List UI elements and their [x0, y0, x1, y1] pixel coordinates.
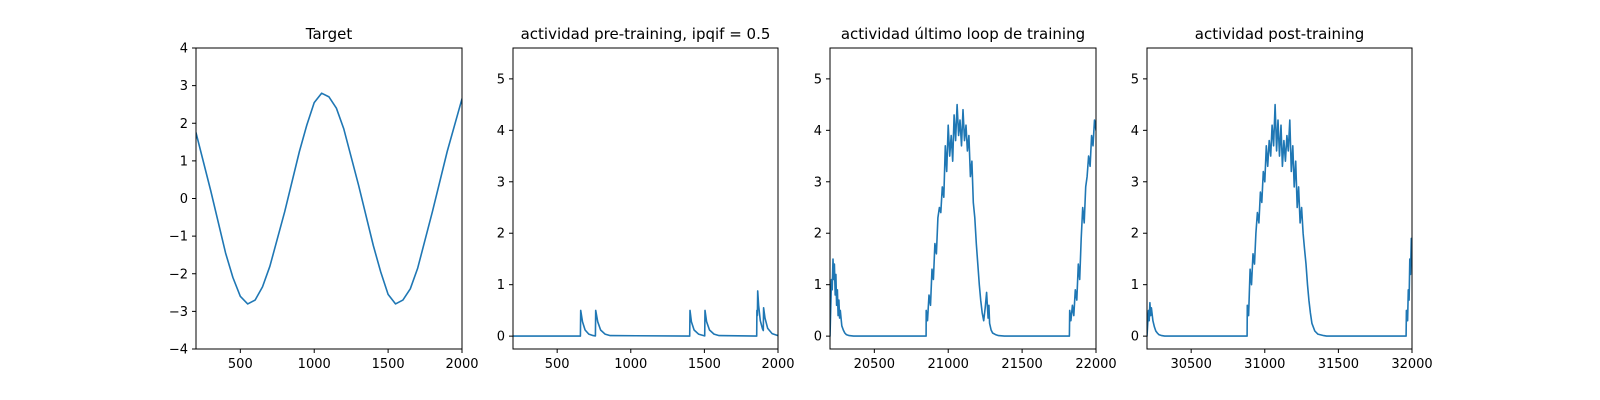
- x-tick-label: 1500: [688, 357, 721, 372]
- y-tick-label: 1: [814, 278, 822, 293]
- y-tick-label: −1: [169, 230, 188, 245]
- x-tick-label: 30500: [1170, 357, 1211, 372]
- subplot-2: 500 1000 1500 2000 0 1 2 3 4 5 actividad pre-train…: [497, 25, 795, 372]
- y-tick-label: 3: [180, 79, 188, 94]
- subplot-1: 500 1000 1500 2000 −4 −3 −2 −1 0 1 2 3 4 Target: [169, 25, 479, 372]
- chart-title: actividad pre-training, ipqif = 0.5: [521, 25, 771, 43]
- y-tick-label: 2: [180, 117, 188, 132]
- y-tick-label: 0: [1131, 330, 1139, 345]
- x-tick-label: 2000: [445, 357, 478, 372]
- y-tick-label: 1: [497, 278, 505, 293]
- y-tick-label: 1: [1131, 278, 1139, 293]
- x-tick-label: 2000: [761, 357, 794, 372]
- x-tick-label: 31000: [1244, 357, 1285, 372]
- y-tick-label: 5: [814, 72, 822, 87]
- y-tick-label: 3: [1131, 175, 1139, 190]
- axes-frame: [1146, 47, 1413, 350]
- y-tick-label: 2: [814, 227, 822, 242]
- x-tick-label: 20500: [854, 357, 895, 372]
- x-tick-label: 1000: [614, 357, 647, 372]
- y-tick-label: 3: [814, 175, 822, 190]
- y-tick-label: 1: [180, 154, 188, 169]
- y-tick-label: 3: [497, 175, 505, 190]
- series-line-1: [196, 92, 462, 305]
- series-line-1: [513, 290, 778, 337]
- y-tick-label: 2: [497, 227, 505, 242]
- y-tick-label: 4: [180, 42, 188, 57]
- y-tick-label: 0: [814, 330, 822, 345]
- x-tick-label: 22000: [1075, 357, 1116, 372]
- x-tick-label: 21000: [928, 357, 969, 372]
- chart-title: actividad post-training: [1195, 25, 1364, 43]
- subplot-4: 30500 31000 31500 32000 0 1 2 3 4 5 actividad post…: [1131, 25, 1433, 372]
- y-tick-label: 4: [1131, 124, 1139, 139]
- y-tick-label: 4: [814, 124, 822, 139]
- y-tick-label: −2: [169, 267, 188, 282]
- x-tick-label: 1000: [298, 357, 331, 372]
- y-tick-label: 5: [497, 72, 505, 87]
- y-tick-label: 4: [497, 124, 505, 139]
- x-tick-label: 31500: [1318, 357, 1359, 372]
- axes-frame: [829, 47, 1097, 350]
- y-tick-label: −3: [169, 305, 188, 320]
- y-tick-label: −4: [169, 343, 188, 358]
- x-tick-label: 500: [545, 357, 570, 372]
- series-line-1: [1147, 103, 1412, 337]
- x-tick-label: 1500: [372, 357, 405, 372]
- x-tick-label: 21500: [1001, 357, 1042, 372]
- y-tick-label: 0: [497, 330, 505, 345]
- y-tick-label: 0: [180, 192, 188, 207]
- subplot-3: 20500 21000 21500 22000 0 1 2 3 4 5 actividad últi…: [814, 25, 1117, 372]
- chart-title: Target: [305, 25, 353, 43]
- y-tick-label: 2: [1131, 227, 1139, 242]
- axes-frame: [512, 47, 779, 350]
- series-line-1: [830, 103, 1096, 337]
- y-tick-label: 5: [1131, 72, 1139, 87]
- x-tick-label: 32000: [1391, 357, 1432, 372]
- chart-title: actividad último loop de training: [841, 25, 1085, 43]
- x-tick-label: 500: [228, 357, 253, 372]
